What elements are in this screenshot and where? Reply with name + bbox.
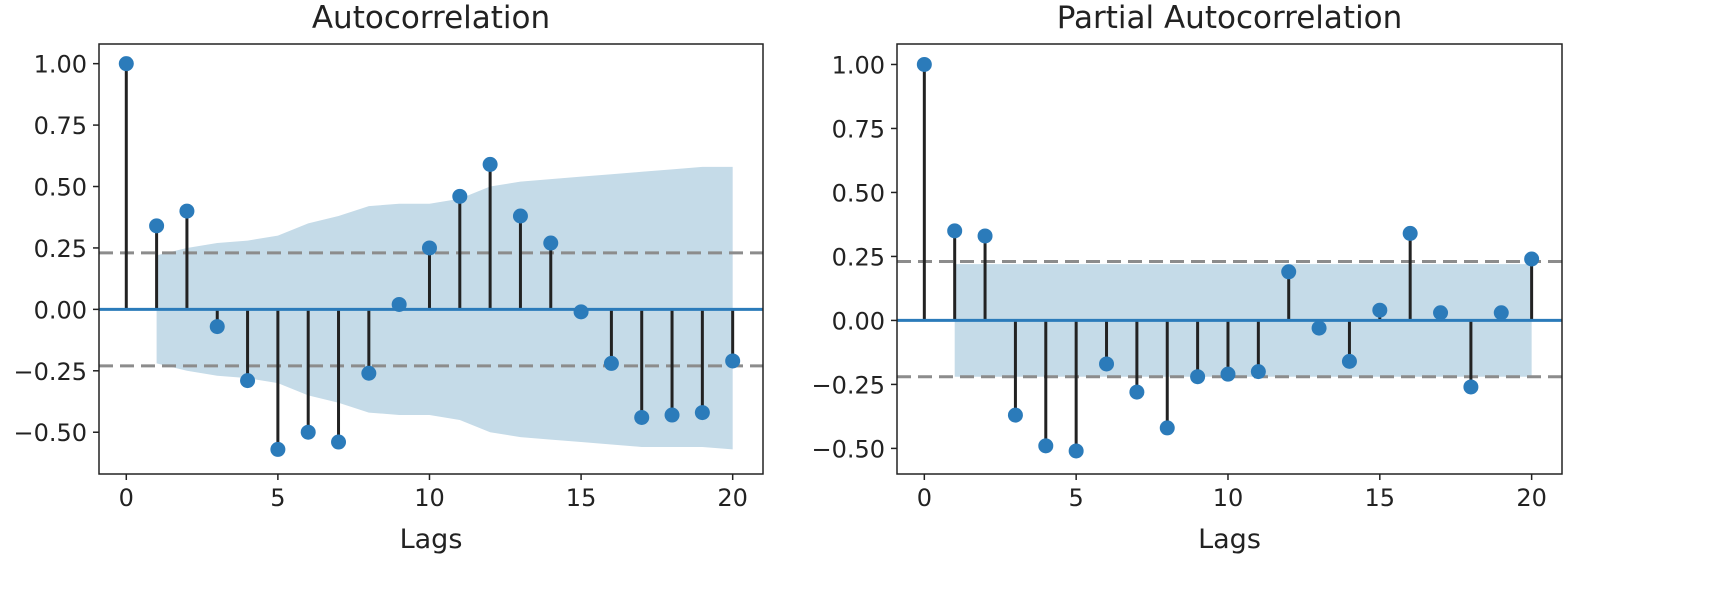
marker-lag-11	[452, 188, 468, 204]
marker-lag-20	[1524, 251, 1540, 267]
marker-lag-12	[482, 156, 498, 172]
chart-title: Partial Autocorrelation	[1057, 0, 1403, 36]
marker-lag-3	[1007, 407, 1023, 423]
y-tick-label: 1.00	[34, 51, 87, 79]
y-tick-label: 0.75	[832, 115, 885, 143]
x-tick-label: 5	[1069, 484, 1084, 512]
marker-lag-7	[331, 434, 347, 450]
marker-lag-15	[1372, 302, 1388, 318]
y-tick-label: 0.75	[34, 112, 87, 140]
marker-lag-19	[1493, 305, 1509, 321]
y-tick-label: 0.25	[34, 235, 87, 263]
marker-lag-4	[1038, 438, 1054, 454]
y-tick-label: −0.50	[13, 419, 87, 447]
marker-lag-18	[1463, 379, 1479, 395]
marker-lag-4	[240, 373, 256, 389]
acf-chart: 0 5 10 15 20 1.00 0.75 0.50 0.25 0.00 −0.25 −0.50 Au…	[13, 0, 764, 555]
marker-lag-20	[725, 353, 741, 369]
x-tick-label: 10	[414, 484, 445, 512]
marker-lag-9	[1190, 369, 1206, 385]
marker-lag-5	[1068, 443, 1084, 459]
x-tick-label: 10	[1213, 484, 1244, 512]
marker-lag-17	[634, 409, 650, 425]
marker-lag-5	[270, 441, 286, 457]
marker-lag-13	[512, 208, 528, 224]
x-tick-label: 15	[1365, 484, 1396, 512]
marker-lag-2	[977, 228, 993, 244]
marker-lag-9	[391, 296, 407, 312]
marker-lag-7	[1129, 384, 1145, 400]
marker-lag-10	[421, 240, 437, 256]
x-tick-label: 5	[270, 484, 285, 512]
marker-lag-1	[149, 218, 165, 234]
marker-lag-1	[947, 223, 963, 239]
marker-lag-6	[300, 424, 316, 440]
marker-lag-11	[1250, 364, 1266, 380]
x-tick-label: 0	[917, 484, 932, 512]
x-tick-label: 20	[717, 484, 748, 512]
marker-lag-14	[1341, 353, 1357, 369]
pacf-chart: 0 5 10 15 20 1.00 0.75 0.50 0.25 0.00 −0.25 −0.50 Pa…	[811, 0, 1563, 555]
marker-lag-12	[1281, 264, 1297, 280]
x-tick-label: 15	[566, 484, 597, 512]
x-tick-label: 0	[119, 484, 134, 512]
y-tick-label: 1.00	[832, 51, 885, 79]
marker-lag-13	[1311, 320, 1327, 336]
y-tick-label: −0.25	[13, 358, 87, 386]
marker-lag-16	[603, 355, 619, 371]
y-tick-label: −0.50	[811, 435, 885, 463]
x-axis-label: Lags	[400, 524, 463, 555]
marker-lag-19	[694, 405, 710, 421]
watermark-text: 掘金技术社区 @ 布客飞龙	[1452, 565, 1708, 590]
marker-lag-0	[916, 56, 932, 72]
marker-lag-0	[118, 56, 134, 72]
marker-lag-3	[209, 319, 225, 335]
y-tick-label: 0.00	[832, 307, 885, 335]
marker-lag-8	[1159, 420, 1175, 436]
y-tick-label: 0.25	[832, 243, 885, 271]
marker-lag-6	[1099, 356, 1115, 372]
marker-lag-14	[543, 235, 559, 251]
marker-lag-10	[1220, 366, 1236, 382]
y-tick-label: 0.50	[34, 174, 87, 202]
marker-lag-15	[573, 304, 589, 320]
y-tick-label: −0.25	[811, 371, 885, 399]
x-axis-label: Lags	[1198, 524, 1261, 555]
x-tick-label: 20	[1516, 484, 1547, 512]
marker-lag-2	[179, 203, 195, 219]
marker-lag-18	[664, 407, 680, 423]
chart-title: Autocorrelation	[312, 0, 550, 36]
marker-lag-8	[361, 365, 377, 381]
y-tick-label: 0.00	[34, 296, 87, 324]
y-tick-label: 0.50	[832, 179, 885, 207]
axes-frame	[98, 43, 764, 475]
marker-lag-16	[1402, 225, 1418, 241]
axes-frame	[896, 43, 1563, 475]
marker-lag-17	[1433, 305, 1449, 321]
